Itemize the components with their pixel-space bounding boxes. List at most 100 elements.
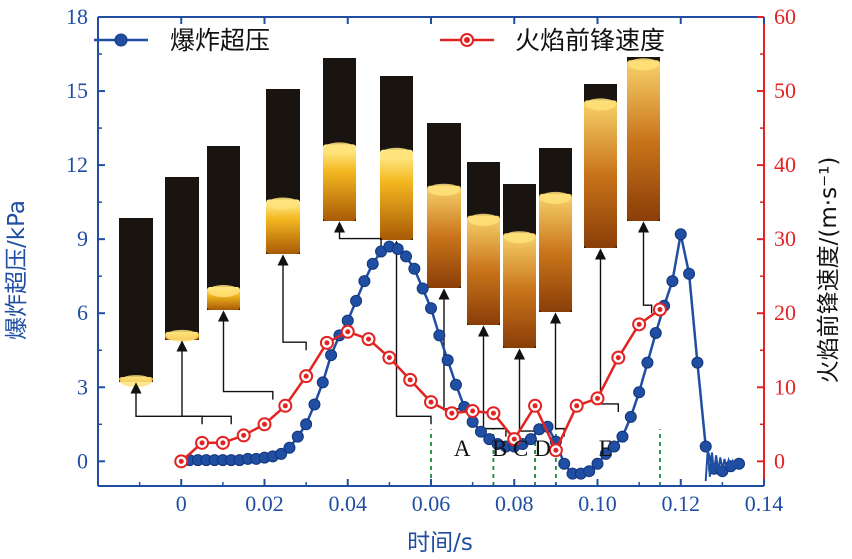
x-tick-label: 0 xyxy=(176,491,187,516)
legend-overpressure-label: 爆炸超压 xyxy=(170,26,270,55)
data-point xyxy=(366,257,379,270)
flame-tip xyxy=(540,191,571,204)
data-point-center xyxy=(657,307,663,313)
data-point xyxy=(275,447,288,460)
data-point-center xyxy=(303,373,309,379)
data-point-center xyxy=(490,410,496,416)
flame-image-background xyxy=(207,146,240,310)
data-point xyxy=(674,228,687,241)
inset-connector xyxy=(217,310,274,400)
y-left-tick-label: 18 xyxy=(66,4,88,29)
inset-connector xyxy=(333,221,382,247)
flame-tip xyxy=(428,183,460,196)
flame-image-background xyxy=(165,177,199,340)
flame-front xyxy=(503,233,536,348)
data-point xyxy=(583,465,596,478)
x-axis-title: 时间/s xyxy=(407,530,473,556)
x-tick-label: 0.04 xyxy=(329,491,368,516)
inset-connector xyxy=(390,240,432,425)
data-point-center xyxy=(574,403,580,409)
data-point xyxy=(433,329,446,342)
inset-connector xyxy=(477,325,507,437)
y-right-tick-label: 20 xyxy=(774,300,796,325)
x-tick-label: 0.12 xyxy=(662,491,701,516)
y-left-tick-label: 15 xyxy=(66,78,88,103)
flame-front xyxy=(266,199,300,254)
flame-front xyxy=(584,100,617,249)
flame-tip xyxy=(381,147,412,160)
flame-image-11 xyxy=(584,84,617,249)
data-point xyxy=(350,294,363,307)
flame-image-1 xyxy=(119,218,153,388)
data-point-center xyxy=(262,421,267,427)
data-point xyxy=(633,386,646,399)
data-point-center xyxy=(366,336,372,342)
flame-image-5 xyxy=(323,58,356,221)
flame-image-10 xyxy=(539,148,572,312)
x-tick-label: 0.02 xyxy=(245,491,284,516)
data-point-center xyxy=(345,329,351,335)
y-right-tick-label: 60 xyxy=(774,4,796,29)
data-point xyxy=(616,430,629,443)
data-point-center xyxy=(178,458,184,464)
data-point xyxy=(358,275,371,288)
data-point-center xyxy=(199,440,205,446)
data-point xyxy=(416,282,429,295)
flame-image-2 xyxy=(165,177,199,342)
region-label-D: D xyxy=(534,436,551,461)
data-point-center xyxy=(220,440,226,446)
region-label-B: B xyxy=(492,436,507,461)
y-right-tick-label: 0 xyxy=(774,448,785,473)
y-left-tick-label: 9 xyxy=(77,226,88,251)
legend-flame-speed-label: 火焰前锋速度 xyxy=(515,26,665,55)
data-point-center xyxy=(428,399,434,405)
data-point-center xyxy=(324,340,330,346)
flame-image-7 xyxy=(427,123,461,288)
data-point xyxy=(316,376,329,389)
overpressure-oscillation-tail xyxy=(704,448,744,482)
data-point-center xyxy=(636,321,642,327)
data-point xyxy=(683,267,696,280)
data-point-center xyxy=(511,436,517,442)
flame-tip xyxy=(585,98,616,111)
flame-image-4 xyxy=(266,89,300,254)
data-point xyxy=(341,314,354,327)
data-point xyxy=(283,441,296,454)
series-flame-speed xyxy=(174,302,667,469)
x-tick-label: 0.08 xyxy=(495,491,534,516)
data-point-center xyxy=(615,355,621,361)
stage-divider-lines xyxy=(430,429,661,486)
data-point-center xyxy=(470,408,476,414)
flame-tip xyxy=(504,231,535,244)
flame-image-6 xyxy=(380,76,413,240)
legend: 爆炸超压 火焰前锋速度 xyxy=(94,26,665,55)
data-point xyxy=(691,356,704,369)
flame-front xyxy=(467,215,500,325)
y-left-tick-label: 12 xyxy=(66,152,88,177)
flame-image-8 xyxy=(467,162,500,325)
flame-image-3 xyxy=(207,146,240,310)
data-point xyxy=(699,440,712,453)
flame-tip xyxy=(324,142,355,155)
inset-connector xyxy=(637,221,653,314)
x-tick-label: 0.14 xyxy=(745,491,784,516)
flame-image-12 xyxy=(627,57,660,221)
series-line xyxy=(180,308,661,463)
data-point xyxy=(599,447,612,460)
series-lines xyxy=(174,228,746,482)
data-point xyxy=(300,418,313,431)
data-point-center xyxy=(386,355,392,361)
data-point xyxy=(524,433,537,446)
flame-front xyxy=(323,144,356,221)
flame-tip xyxy=(267,197,299,210)
y-right-axis-title: 火焰前锋速度/(m·s⁻¹) xyxy=(816,157,842,384)
data-point xyxy=(641,356,654,369)
data-point-center xyxy=(282,403,288,409)
y-left-tick-label: 3 xyxy=(77,374,88,399)
data-point-center xyxy=(553,447,559,453)
inset-connector xyxy=(549,312,565,437)
region-label-A: A xyxy=(454,436,471,461)
flame-front xyxy=(627,60,660,221)
flame-image-9 xyxy=(503,184,536,348)
data-point xyxy=(400,250,413,263)
